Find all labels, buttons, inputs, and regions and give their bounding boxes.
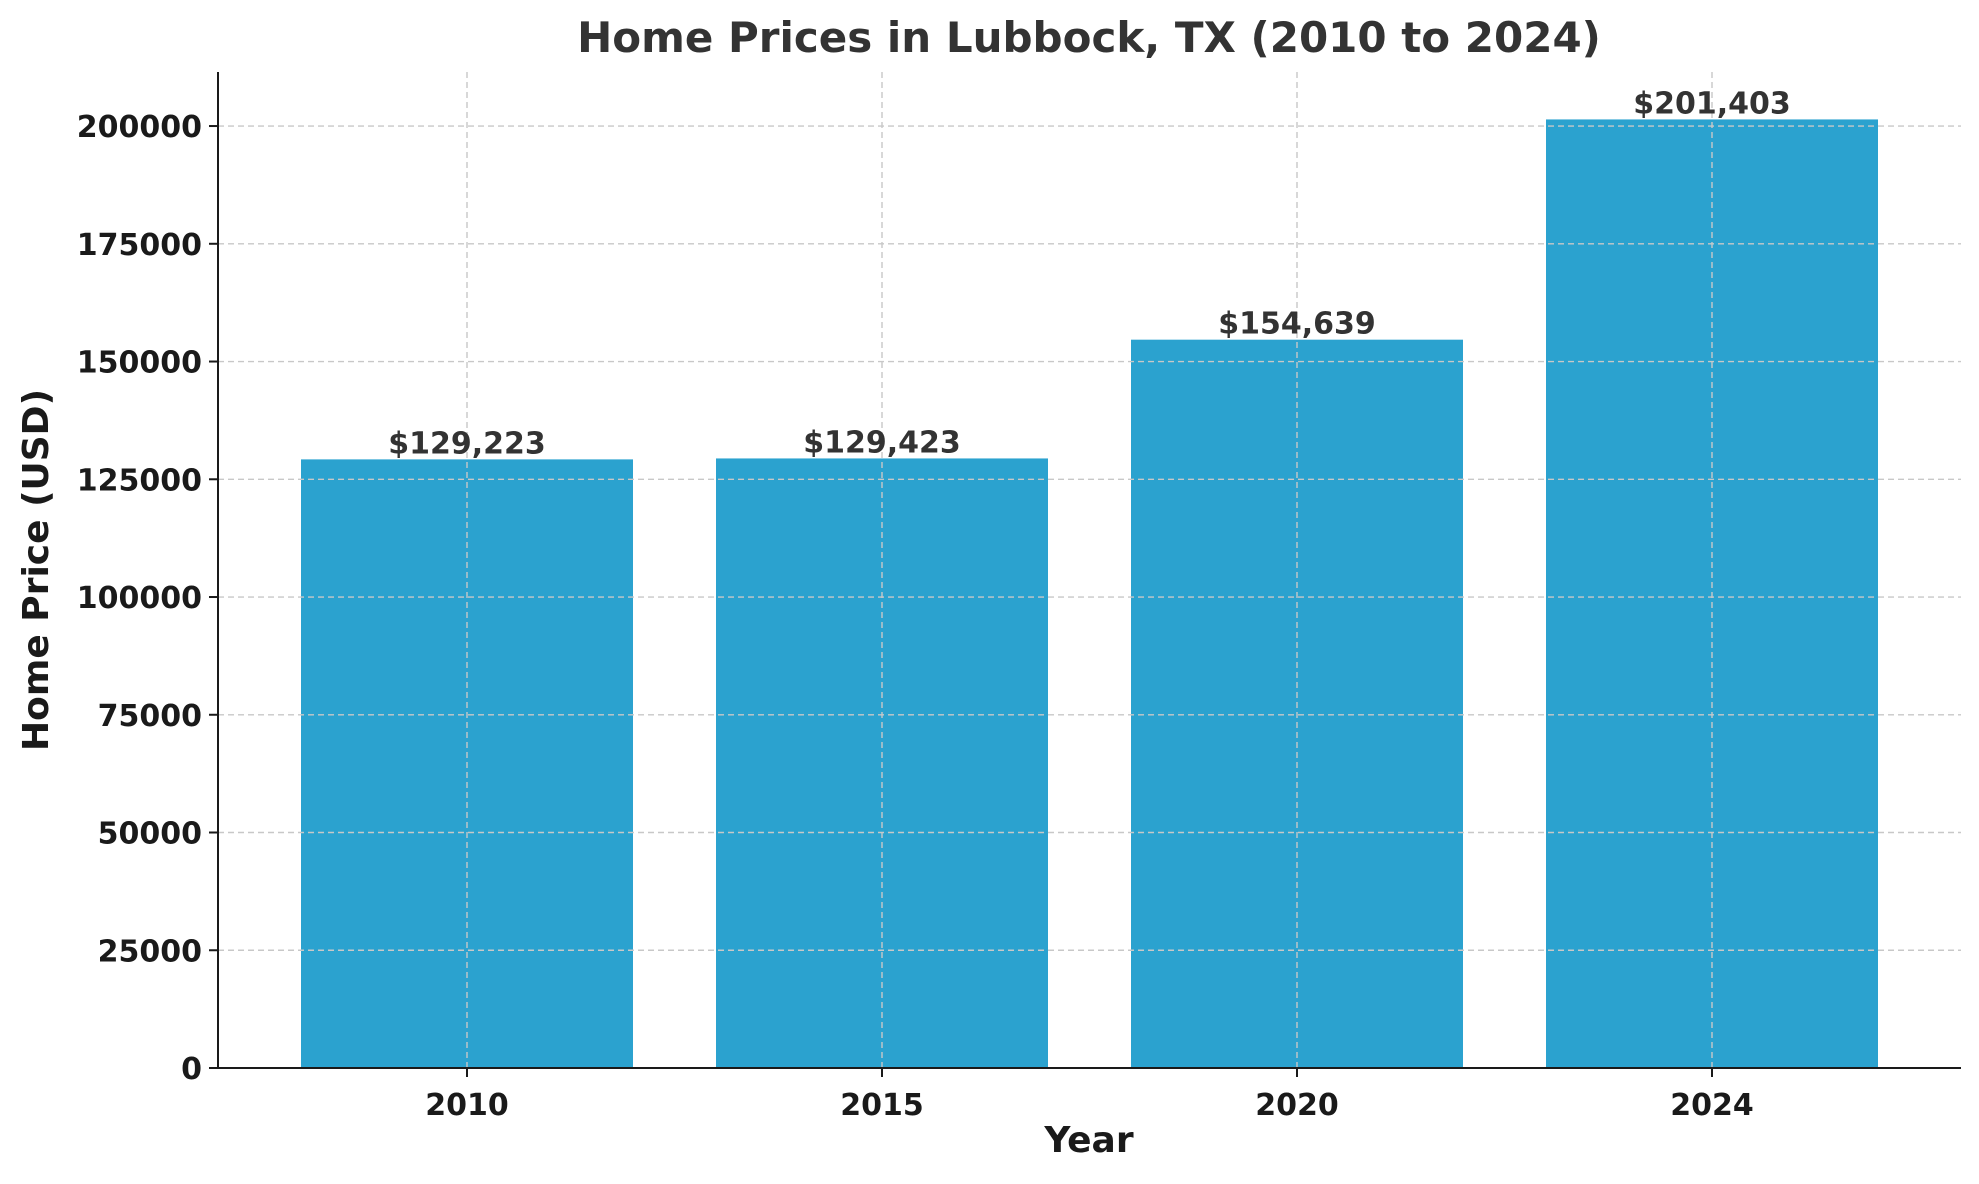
y-tick-label: 0	[181, 1052, 202, 1087]
ticks: 0 25000 50000 75000 100000 125000 150000 175000…	[77, 110, 1754, 1123]
y-axis-title: Home Price (USD)	[16, 389, 57, 751]
data-label-2010: $129,223	[388, 426, 546, 461]
grid	[218, 72, 1961, 1068]
data-label-2024: $201,403	[1633, 86, 1791, 121]
y-tick-label: 125000	[77, 463, 202, 498]
data-labels: $129,223 $129,423 $154,639 $201,403	[388, 86, 1791, 461]
y-tick-label: 200000	[77, 110, 202, 145]
y-tick-label: 75000	[98, 699, 202, 734]
y-tick-label: 25000	[98, 934, 202, 969]
y-tick-label: 175000	[77, 228, 202, 263]
data-label-2015: $129,423	[803, 425, 961, 460]
x-tick-label: 2024	[1670, 1088, 1754, 1123]
y-tick-label: 100000	[77, 581, 202, 616]
x-tick-label: 2010	[425, 1088, 509, 1123]
x-tick-label: 2015	[840, 1088, 924, 1123]
axes	[217, 72, 1961, 1069]
chart-title: Home Prices in Lubbock, TX (2010 to 2024…	[577, 13, 1601, 62]
y-tick-label: 150000	[77, 346, 202, 381]
x-axis-title: Year	[1043, 1120, 1133, 1161]
bars	[301, 119, 1878, 1069]
x-tick-label: 2020	[1255, 1088, 1339, 1123]
data-label-2020: $154,639	[1218, 307, 1376, 342]
y-tick-label: 50000	[98, 817, 202, 852]
